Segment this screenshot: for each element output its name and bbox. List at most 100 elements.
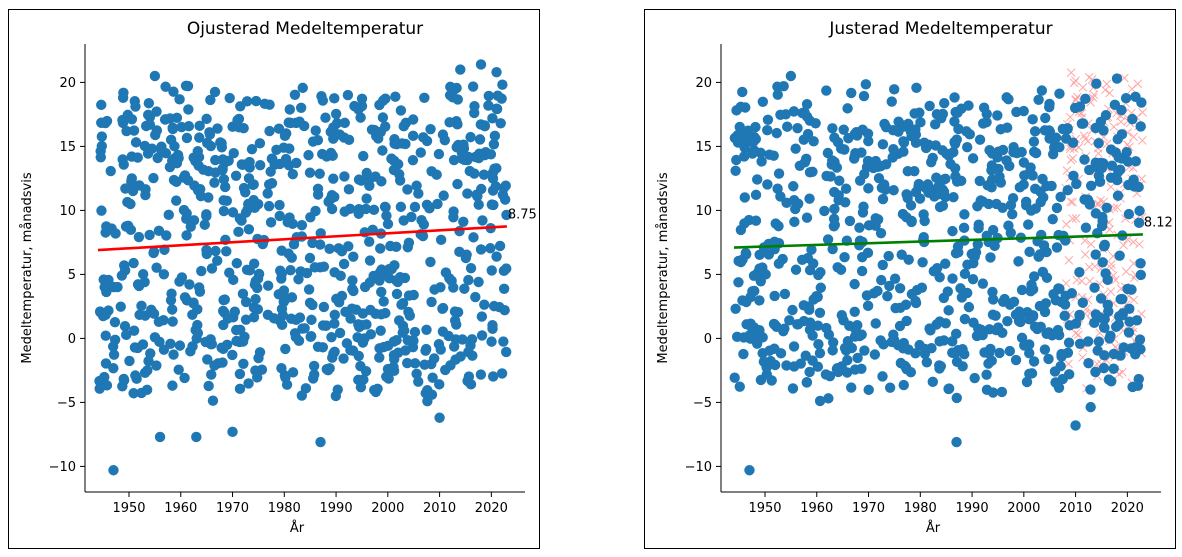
data-point [200, 336, 211, 348]
data-point [760, 269, 771, 280]
data-point [378, 296, 389, 307]
data-point [330, 108, 342, 120]
data-point [893, 126, 904, 137]
data-point [473, 199, 484, 210]
data-point [821, 170, 832, 182]
data-point [227, 349, 238, 361]
y-tick-label: 15 [695, 140, 712, 155]
data-point [129, 342, 141, 353]
data-point [929, 191, 940, 202]
data-point [948, 191, 959, 203]
data-point [276, 319, 288, 331]
data-point [365, 304, 376, 316]
data-point [1118, 342, 1129, 353]
data-point [1047, 213, 1058, 225]
y-tick-label: 10 [59, 204, 76, 219]
data-point [201, 113, 212, 125]
data-point [1007, 208, 1018, 220]
data-point [415, 147, 426, 158]
data-point [815, 282, 827, 293]
data-point [879, 118, 890, 130]
adjusted-cross-marker [1109, 122, 1119, 132]
data-point [1059, 310, 1070, 322]
data-point [906, 288, 918, 300]
data-point [990, 324, 1002, 336]
data-point [248, 312, 260, 323]
data-point [126, 173, 138, 184]
chart-title: Justerad Medeltemperatur [828, 19, 1052, 39]
data-point [433, 148, 445, 160]
data-point [408, 335, 419, 347]
data-point [421, 324, 432, 335]
y-tick-label: 0 [704, 332, 712, 347]
data-point [296, 219, 308, 231]
data-point [926, 343, 937, 354]
data-point [194, 120, 205, 132]
data-point [1050, 132, 1062, 143]
data-point [499, 305, 510, 316]
data-point [913, 178, 925, 190]
data-point [359, 333, 370, 344]
data-point [487, 319, 498, 331]
data-point [801, 212, 813, 223]
data-point [1111, 73, 1123, 84]
data-point [451, 82, 462, 94]
scatter-points [729, 68, 1147, 476]
data-point [488, 300, 500, 312]
data-point [301, 267, 313, 279]
data-point [949, 92, 960, 103]
data-point [335, 270, 346, 282]
data-point [376, 286, 387, 298]
x-tick-label: 2010 [423, 501, 456, 516]
y-axis-label: Medeltemperatur, månadsvis [20, 172, 35, 364]
data-point [1039, 125, 1051, 136]
data-point [348, 251, 359, 262]
x-axis-label: År [926, 520, 941, 536]
data-point [1019, 340, 1030, 351]
data-point [479, 299, 490, 310]
data-point [184, 279, 195, 290]
data-point [1093, 336, 1105, 347]
data-point [1004, 345, 1016, 357]
data-point [139, 367, 151, 379]
data-point [1037, 173, 1048, 185]
data-point [232, 114, 243, 126]
data-point [475, 59, 487, 70]
data-point [951, 356, 963, 367]
data-point [246, 143, 258, 155]
data-point [455, 351, 466, 362]
data-point [766, 375, 777, 386]
data-point [287, 168, 299, 180]
data-point [361, 193, 372, 204]
data-point [846, 382, 857, 393]
data-point [921, 357, 933, 368]
data-point [295, 102, 307, 113]
data-point [1052, 324, 1064, 336]
data-point [438, 190, 449, 201]
data-point [355, 112, 366, 123]
adjusted-cross-marker [1111, 275, 1120, 285]
data-point [235, 101, 246, 112]
data-point [437, 302, 449, 314]
data-point [217, 357, 228, 368]
data-point [386, 153, 397, 164]
data-point [347, 275, 358, 286]
data-point [249, 202, 261, 213]
data-point [192, 146, 203, 157]
data-point [216, 142, 228, 153]
data-point [880, 184, 891, 195]
data-point [1096, 162, 1108, 174]
data-point [497, 79, 508, 90]
data-point [179, 372, 190, 384]
data-point [997, 144, 1009, 156]
data-point [485, 149, 497, 160]
data-point [1135, 258, 1146, 269]
data-point [449, 315, 461, 326]
data-point [742, 125, 754, 136]
data-point [986, 182, 997, 193]
data-point [160, 114, 171, 125]
data-point [491, 251, 502, 262]
data-point [1131, 315, 1143, 326]
data-point [496, 368, 508, 379]
data-point [737, 86, 748, 98]
